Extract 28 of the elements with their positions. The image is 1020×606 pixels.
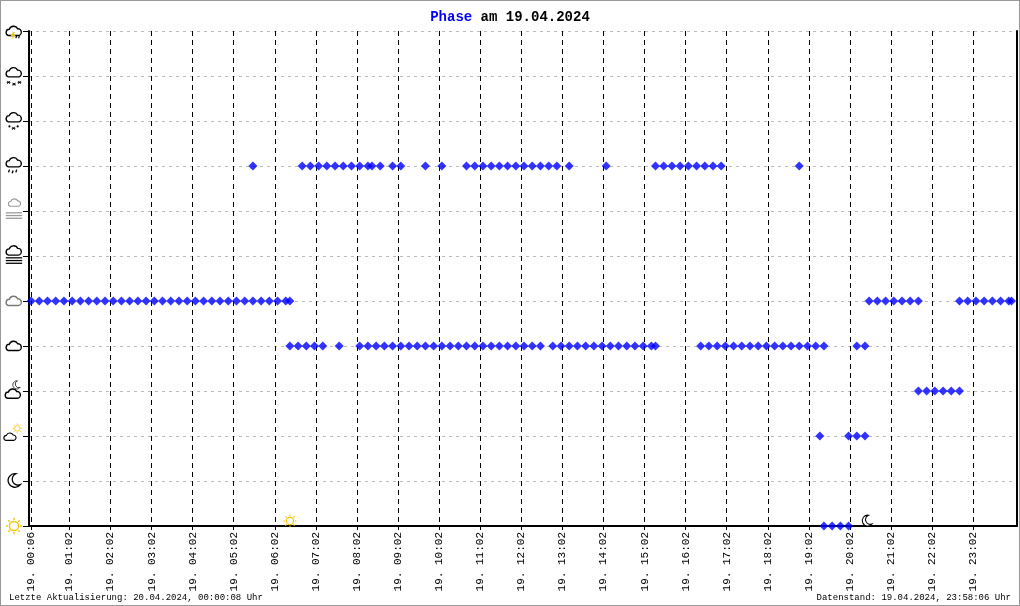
x-tick-label: 19. 09:02 <box>392 532 405 592</box>
x-tick-label: 19. 06:02 <box>268 532 281 592</box>
x-tick-label: 19. 10:02 <box>433 532 446 592</box>
x-tick-label: 19. 01:02 <box>63 532 76 592</box>
text: Phase <box>430 9 473 25</box>
x-tick-label: 19. 22:02 <box>926 532 939 592</box>
x-tick-label: 19. 02:02 <box>104 532 117 592</box>
x-tick-label: 19. 20:02 <box>843 532 856 592</box>
text: Datenstand: 19.04.2024, 23:58:06 Uhr <box>816 592 1012 603</box>
x-tick-label: 19. 19:02 <box>802 532 815 592</box>
x-tick-label: 19. 13:02 <box>556 532 569 592</box>
x-tick-label: 19. 03:02 <box>145 532 158 592</box>
x-tick-label: 19. 00:06 <box>25 532 38 592</box>
x-tick-label: 19. 12:02 <box>515 532 528 592</box>
text: Letzte Aktualisierung: 20.04.2024, 00:00:08 Uhr <box>9 592 263 603</box>
x-tick-label: 19. 16:02 <box>679 532 692 592</box>
x-tick-label: 19. 23:02 <box>967 532 980 592</box>
x-tick-label: 19. 05:02 <box>227 532 240 592</box>
x-tick-label: 19. 17:02 <box>720 532 733 592</box>
x-tick-label: 19. 21:02 <box>885 532 898 592</box>
x-tick-label: 19. 04:02 <box>186 532 199 592</box>
x-tick-label: 19. 18:02 <box>761 532 774 592</box>
chart-title: am 19.04.2024 <box>480 9 590 25</box>
x-tick-label: 19. 11:02 <box>474 532 487 592</box>
x-tick-label: 19. 15:02 <box>638 532 651 592</box>
x-tick-label: 19. 08:02 <box>350 532 363 592</box>
x-tick-label: 19. 14:02 <box>597 532 610 592</box>
x-tick-label: 19. 07:02 <box>309 532 322 592</box>
